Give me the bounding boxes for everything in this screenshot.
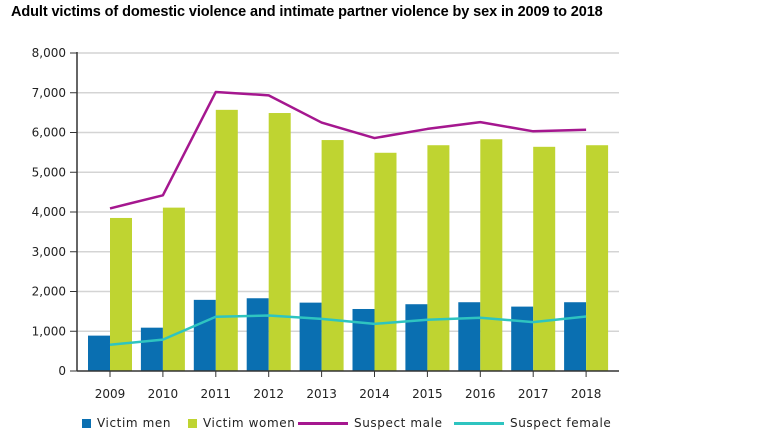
legend-item-victim-men[interactable]: Victim men — [82, 416, 171, 430]
legend-label: Suspect male — [354, 416, 443, 430]
chart-plot-area: 0 1,000 2,000 3,000 4,000 5,000 6,000 7,000 8,00… — [32, 46, 619, 401]
legend-item-suspect-male[interactable]: Suspect male — [298, 416, 443, 430]
y-tick-label: 0 — [58, 364, 66, 378]
suspect-male-line — [109, 90, 587, 210]
victim-women-bar — [374, 152, 397, 371]
victim-women-bar — [268, 113, 291, 372]
chart-title: Adult victims of domestic violence and i… — [11, 4, 603, 20]
victim-women-bar — [427, 145, 450, 371]
victim-women-bar — [480, 139, 503, 371]
x-tick-label: 2009 — [95, 387, 126, 401]
victim-men-bar — [405, 304, 428, 371]
victim-women-bar — [533, 146, 556, 371]
x-tick-label: 2010 — [148, 387, 179, 401]
y-axis: 0 1,000 2,000 3,000 4,000 5,000 6,000 7,000 8,00… — [32, 46, 78, 378]
victim-men-bar — [511, 306, 534, 371]
victim-women-bar — [215, 109, 238, 371]
x-tick-label: 2012 — [253, 387, 284, 401]
victim-men-bar — [352, 308, 375, 371]
legend: Victim men Victim women Suspect male Sus… — [0, 413, 777, 435]
suspect-female-line-icon — [454, 421, 504, 425]
victim-men-bar — [458, 302, 481, 371]
line-series — [109, 90, 587, 347]
victim-men-bar — [564, 302, 587, 371]
victim-men-bar — [299, 302, 322, 371]
victim-women-swatch-icon — [188, 418, 197, 428]
x-tick-label: 2015 — [412, 387, 443, 401]
x-axis: 2009 2010 2011 2012 2013 2014 2015 2016 2017 2018 — [77, 370, 619, 401]
y-tick-label: 2,000 — [32, 285, 66, 299]
victim-men-bar — [88, 335, 110, 371]
x-tick-label: 2016 — [465, 387, 496, 401]
y-tick-label: 8,000 — [32, 46, 66, 60]
victim-women-bar — [162, 207, 185, 371]
victim-women-bar — [110, 217, 132, 371]
x-tick-label: 2014 — [359, 387, 390, 401]
victim-men-swatch-icon — [82, 418, 91, 428]
y-tick-label: 1,000 — [32, 324, 66, 338]
suspect-female-line — [109, 314, 587, 347]
legend-label: Victim women — [203, 416, 296, 430]
victim-men-bar — [140, 327, 163, 371]
y-tick-label: 7,000 — [32, 86, 66, 100]
bar-series — [88, 109, 609, 372]
legend-label: Victim men — [97, 416, 172, 430]
y-tick-label: 6,000 — [32, 126, 66, 140]
x-tick-label: 2017 — [518, 387, 549, 401]
x-tick-label: 2018 — [571, 387, 602, 401]
y-tick-label: 5,000 — [32, 165, 66, 179]
legend-item-suspect-female[interactable]: Suspect female — [454, 416, 611, 430]
victim-women-bar — [321, 140, 344, 371]
legend-label: Suspect female — [510, 416, 612, 430]
x-tick-label: 2013 — [306, 387, 337, 401]
y-tick-label: 3,000 — [32, 245, 66, 259]
y-tick-label: 4,000 — [32, 205, 66, 219]
victim-men-bar — [193, 299, 216, 371]
gridlines — [77, 52, 619, 332]
suspect-male-line-icon — [298, 421, 348, 425]
legend-item-victim-women[interactable]: Victim women — [188, 416, 295, 430]
victim-men-bar — [246, 298, 269, 371]
x-tick-label: 2011 — [201, 387, 232, 401]
victim-women-bar — [586, 145, 609, 371]
